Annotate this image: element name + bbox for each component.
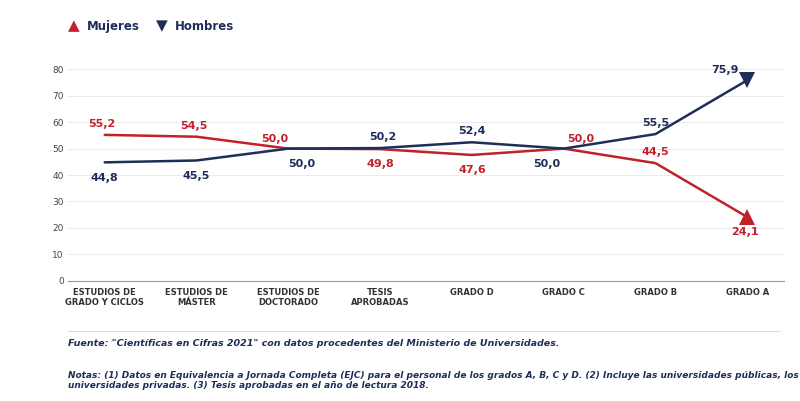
Text: Hombres: Hombres [174, 20, 234, 32]
Text: 49,8: 49,8 [366, 160, 394, 169]
Text: 55,5: 55,5 [642, 118, 669, 128]
Text: 50,2: 50,2 [370, 132, 397, 142]
Text: 54,5: 54,5 [180, 121, 207, 131]
Text: 24,1: 24,1 [730, 227, 758, 237]
Text: 50,0: 50,0 [566, 134, 594, 144]
Text: 44,8: 44,8 [91, 172, 118, 182]
Text: ▼: ▼ [156, 18, 168, 34]
Text: Mujeres: Mujeres [86, 20, 139, 32]
Text: 55,2: 55,2 [88, 119, 115, 129]
Text: 45,5: 45,5 [183, 171, 210, 181]
Text: 44,5: 44,5 [642, 147, 670, 157]
Text: 75,9: 75,9 [711, 65, 739, 75]
Text: 50,0: 50,0 [289, 159, 316, 169]
Text: 47,6: 47,6 [458, 165, 486, 175]
Text: 52,4: 52,4 [458, 126, 486, 136]
Text: ▲: ▲ [68, 18, 80, 34]
Text: 50,0: 50,0 [534, 159, 561, 169]
Text: Fuente: "Científicas en Cifras 2021" con datos procedentes del Ministerio de Uni: Fuente: "Científicas en Cifras 2021" con… [68, 339, 559, 348]
Text: Notas: (1) Datos en Equivalencia a Jornada Completa (EJC) para el personal de lo: Notas: (1) Datos en Equivalencia a Jorna… [68, 371, 800, 390]
Text: 50,0: 50,0 [261, 134, 288, 144]
